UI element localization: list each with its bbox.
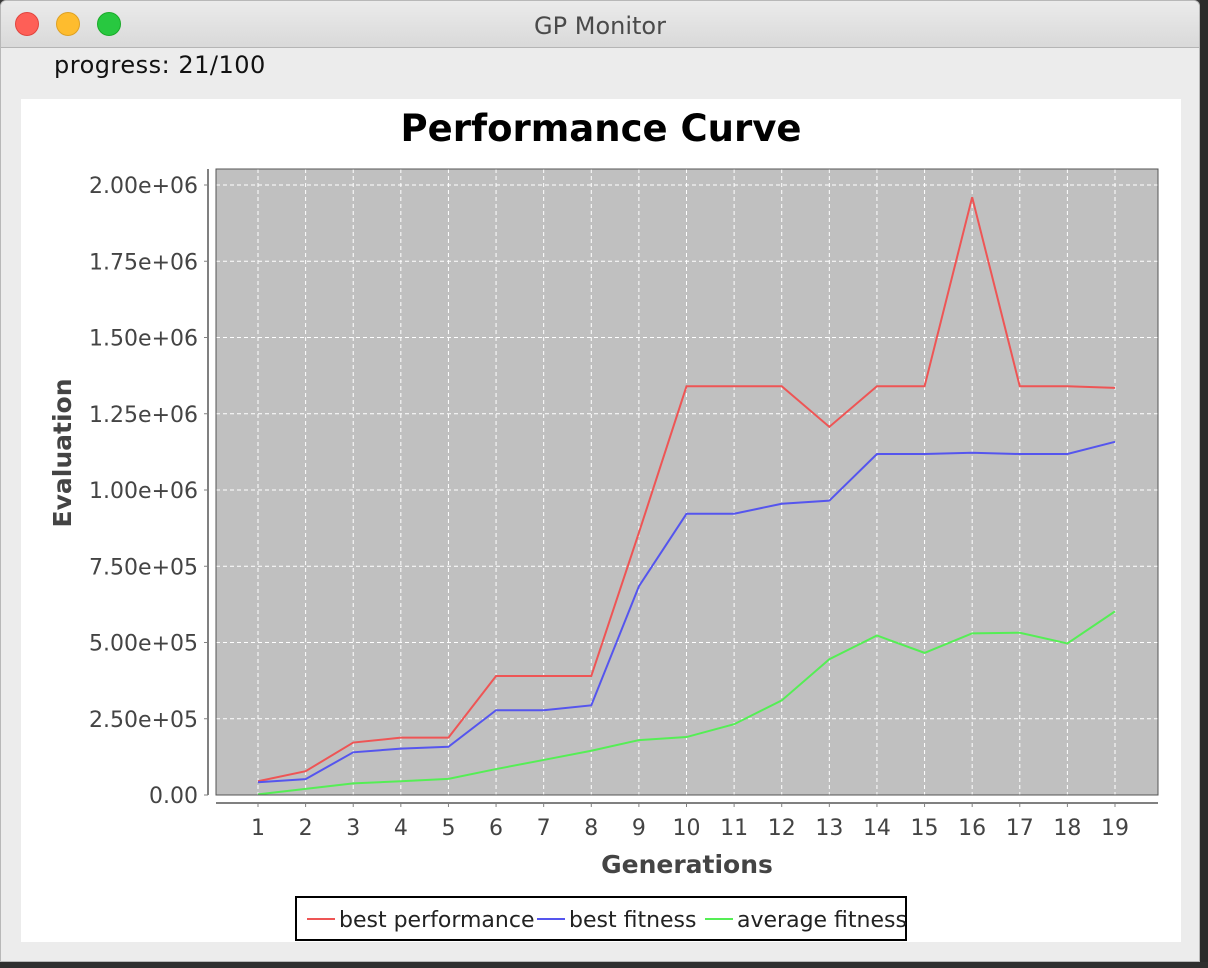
y-tick-label: 2.50e+05 (89, 708, 198, 733)
desktop-strip (0, 962, 1208, 968)
x-axis-label: Generations (601, 850, 773, 879)
x-tick-label: 6 (489, 816, 503, 841)
legend-items: best performance best fitness average fitn… (307, 908, 907, 933)
grid-lines (216, 169, 1158, 796)
x-tick-label: 7 (537, 816, 551, 841)
y-tick-label: 1.75e+06 (89, 250, 198, 275)
x-tick-label: 10 (673, 816, 701, 841)
y-axis-ticks: 0.00 2.50e+05 5.00e+05 7.50e+05 1.00e+06 1.25… (89, 174, 208, 809)
plot-border (215, 168, 1159, 796)
y-tick-label: 0.00 (149, 784, 198, 809)
x-tick-label: 1 (251, 816, 265, 841)
y-tick-label: 1.50e+06 (89, 327, 198, 352)
legend-box (295, 896, 907, 941)
series-lines (257, 196, 1116, 796)
x-tick-label: 9 (632, 816, 646, 841)
x-tick-label: 3 (346, 816, 360, 841)
x-tick-label: 18 (1053, 816, 1081, 841)
x-tick-label: 12 (768, 816, 796, 841)
chart-title: Performance Curve (401, 107, 802, 150)
title-bar[interactable]: GP Monitor (1, 1, 1199, 48)
y-tick-label: 7.50e+05 (89, 555, 198, 580)
series-line-best-performance (257, 196, 1116, 783)
legend-label: best performance (339, 908, 534, 933)
series-line-best-fitness (257, 440, 1116, 784)
legend: best performance best fitness average fitn… (295, 896, 907, 941)
x-tick-label: 11 (720, 816, 748, 841)
y-tick-label: 1.00e+06 (89, 479, 198, 504)
x-tick-label: 8 (584, 816, 598, 841)
x-tick-label: 17 (1006, 816, 1034, 841)
x-tick-label: 2 (299, 816, 313, 841)
y-tick-label: 5.00e+05 (89, 632, 198, 657)
y-tick-label: 1.25e+06 (89, 403, 198, 428)
chart-panel: Performance Curve 0.00 2.50e+05 5.00e+05 7.… (21, 99, 1181, 942)
series-line-average-fitness (257, 610, 1116, 796)
legend-label: best fitness (569, 908, 696, 933)
x-axis-ticks: 1 2 3 4 5 6 7 8 9 10 11 12 13 14 15 16 17 18 19 (251, 803, 1129, 841)
x-tick-label: 15 (911, 816, 939, 841)
x-tick-label: 5 (441, 816, 455, 841)
close-window-button[interactable] (15, 12, 39, 36)
y-axis-label: Evaluation (48, 379, 77, 528)
minimize-window-button[interactable] (56, 12, 80, 36)
x-tick-label: 16 (958, 816, 986, 841)
x-tick-label: 14 (863, 816, 891, 841)
window-title: GP Monitor (534, 12, 666, 40)
performance-curve-chart: Performance Curve 0.00 2.50e+05 5.00e+05 7.… (48, 107, 1159, 941)
x-tick-label: 4 (394, 816, 408, 841)
progress-label: progress: 21/100 (54, 51, 266, 79)
x-tick-label: 19 (1101, 816, 1129, 841)
y-tick-label: 2.00e+06 (89, 174, 198, 199)
legend-label: average fitness (737, 908, 907, 933)
x-tick-label: 13 (815, 816, 843, 841)
background-window-edge (1200, 0, 1208, 968)
zoom-window-button[interactable] (97, 12, 121, 36)
